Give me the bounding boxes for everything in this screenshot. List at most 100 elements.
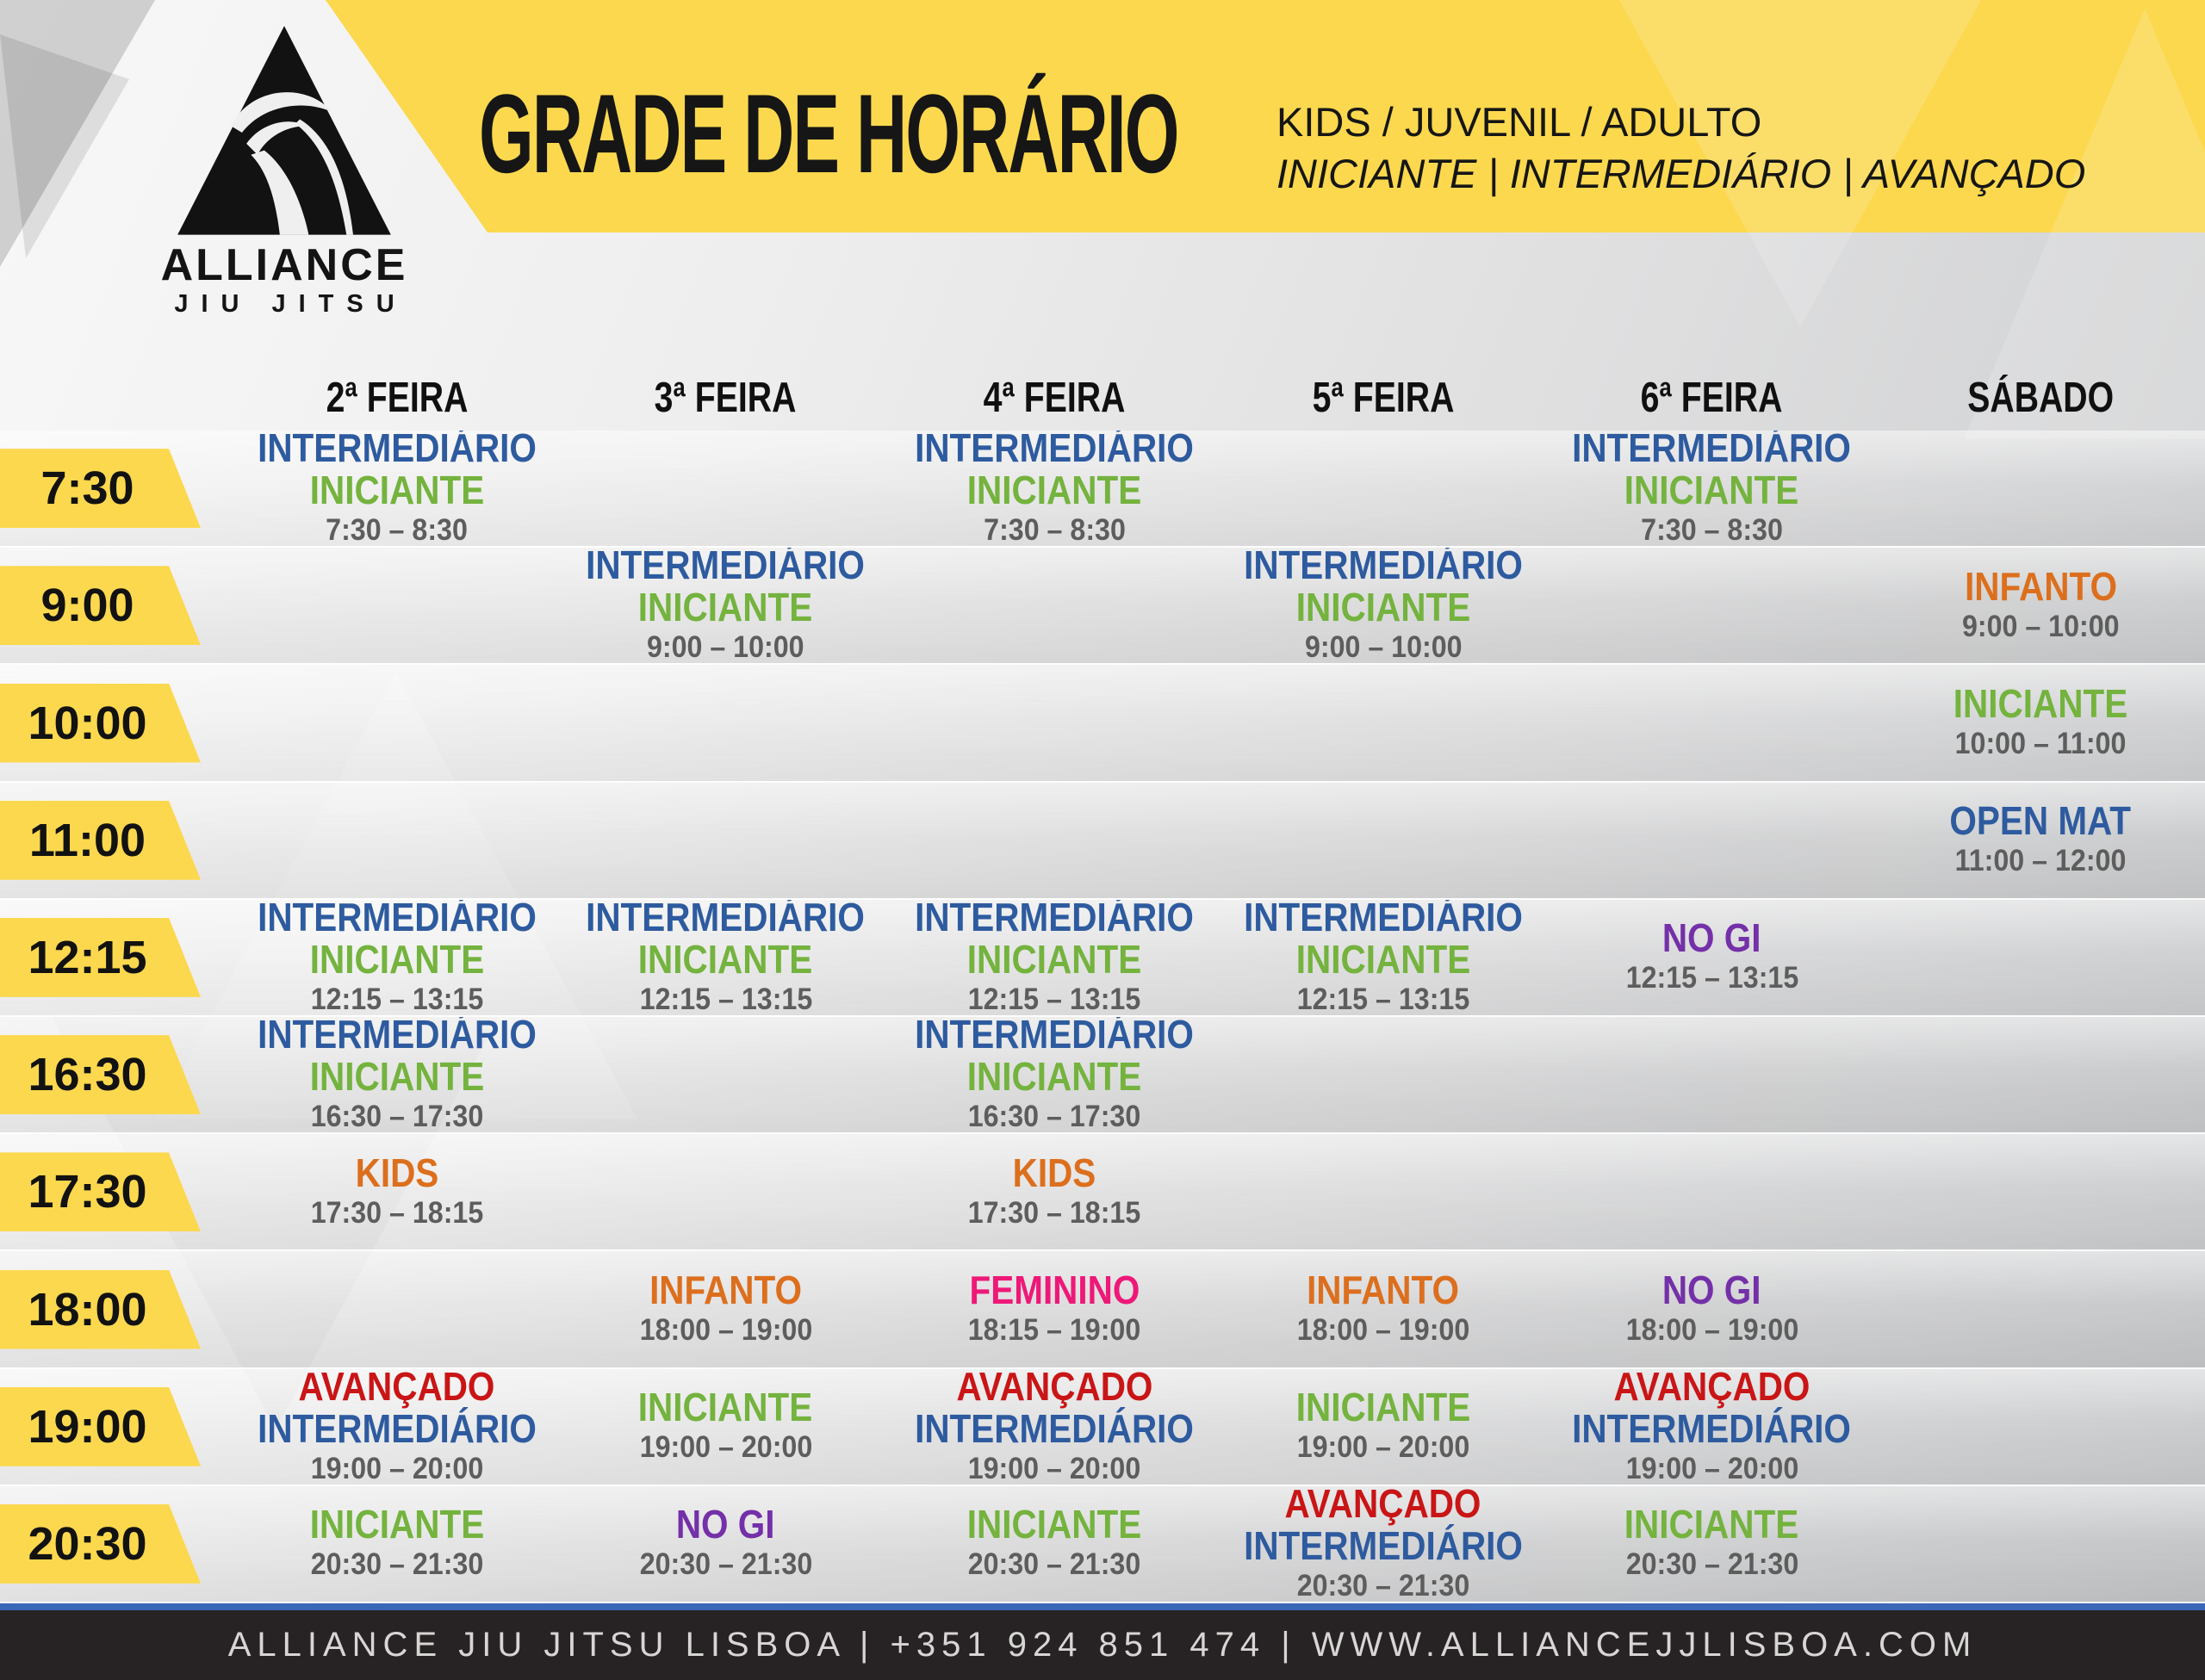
class-time-label: 12:15 – 13:15 [639,982,812,1016]
class-level-label: INFANTO [649,1268,802,1313]
footer-contact-text: ALLIANCE JIU JITSU LISBOA | +351 924 851… [227,1626,1978,1664]
schedule-cell: NO GI 12:15 – 13:15 [1548,900,1877,1015]
class-time-label: 16:30 – 17:30 [967,1100,1141,1133]
class-level-label: KIDS [1012,1150,1096,1195]
class-level-label: NO GI [1662,915,1761,961]
class-time-label: 20:30 – 21:30 [639,1547,812,1582]
class-level-label: INICIANTE [309,1502,485,1547]
class-level-label: INTERMEDIÁRIO [1243,899,1523,939]
schedule-cell [562,1017,891,1132]
schedule-cell [1876,1251,2205,1367]
schedule-cell: INTERMEDIÁRIO INICIANTE 7:30 – 8:30 [890,431,1219,546]
schedule-cell: INICIANTE 20:30 – 21:30 [233,1486,562,1602]
schedule-cell [562,783,891,898]
schedule-cell: INTERMEDIÁRIO INICIANTE 9:00 – 10:00 [1219,548,1548,663]
schedule-cell [1219,1134,1548,1249]
schedule-cell: INFANTO 9:00 – 10:00 [1876,548,2205,663]
class-level-label: INICIANTE [966,468,1142,513]
class-level-label: INICIANTE [1295,585,1471,630]
class-time-label: 7:30 – 8:30 [1641,513,1783,547]
alliance-triangle-eagle-icon [177,26,391,235]
class-level-label: INICIANTE [309,1054,485,1100]
schedule-cell [562,665,891,780]
schedule-cell [233,783,562,898]
schedule-cell: INTERMEDIÁRIO INICIANTE 16:30 – 17:30 [233,1017,562,1132]
alliance-logo: ALLIANCE JIU JITSU [159,22,409,319]
schedule-cell [1876,1017,2205,1132]
class-level-label: INICIANTE [638,585,813,630]
schedule-row: 16:30 INTERMEDIÁRIO INICIANTE 16:30 – 17:30… [0,1017,2205,1135]
class-level-label: INTERMEDIÁRIO [257,1017,537,1057]
class-level-label: INTERMEDIÁRIO [1243,1522,1523,1568]
class-level-label: INICIANTE [1624,468,1799,513]
schedule-cell [1876,1134,2205,1249]
schedule-cell: FEMININO 18:15 – 19:00 [890,1251,1219,1367]
schedule-cell [1548,548,1877,663]
schedule-cell [1876,1369,2205,1485]
schedule-cell [1548,783,1877,898]
schedule-row: 10:00 INICIANTE 10:00 – 11:00 [0,665,2205,783]
class-time-label: 7:30 – 8:30 [983,513,1126,547]
time-chip: 20:30 [0,1503,201,1584]
class-level-label: INICIANTE [966,936,1142,982]
class-time-label: 20:30 – 21:30 [1296,1568,1470,1603]
class-level-label: INTERMEDIÁRIO [586,548,866,588]
class-level-label: INICIANTE [638,936,813,982]
schedule-row: 19:00 AVANÇADO INTERMEDIÁRIO 19:00 – 20:00 I… [0,1368,2205,1486]
schedule-row: 12:15 INTERMEDIÁRIO INICIANTE 12:15 – 13:15… [0,899,2205,1018]
schedule-cell [1548,1134,1877,1249]
day-header: 6ª FEIRA [1641,375,1783,421]
page-title: GRADE DE HORÁRIO [479,71,1179,196]
class-level-label: KIDS [355,1150,439,1195]
footer-bar: ALLIANCE JIU JITSU LISBOA | +351 924 851… [0,1610,2205,1680]
class-level-label: INTERMEDIÁRIO [1572,431,1852,471]
class-time-label: 17:30 – 18:15 [967,1195,1141,1230]
schedule-cell: KIDS 17:30 – 18:15 [890,1134,1219,1249]
schedule-cell: INTERMEDIÁRIO INICIANTE 12:15 – 13:15 [1219,900,1548,1015]
day-header: 2ª FEIRA [326,375,469,421]
schedule-cell [562,431,891,546]
class-level-label: INTERMEDIÁRIO [257,1405,537,1451]
schedule-cell: INICIANTE 10:00 – 11:00 [1876,665,2205,780]
class-time-label: 20:30 – 21:30 [310,1547,484,1582]
schedule-cell [1219,431,1548,546]
schedule-cell: AVANÇADO INTERMEDIÁRIO 19:00 – 20:00 [890,1369,1219,1485]
class-time-label: 17:30 – 18:15 [310,1195,484,1230]
time-chip: 9:00 [0,566,201,646]
class-level-label: INFANTO [1964,563,2117,609]
day-header: 5ª FEIRA [1312,375,1455,421]
schedule-row: 11:00 OPEN MAT 11:00 – 12:00 [0,782,2205,900]
schedule-cell [890,783,1219,898]
class-time-label: 18:00 – 19:00 [1296,1313,1470,1348]
time-chip: 12:15 [0,917,201,997]
day-header-row: 2ª FEIRA 3ª FEIRA 4ª FEIRA 5ª FEIRA 6ª FEIRA… [233,365,2205,431]
time-chip: 11:00 [0,800,201,880]
class-level-label: AVANÇADO [1613,1368,1811,1409]
schedule-cell: INTERMEDIÁRIO INICIANTE 12:15 – 13:15 [562,900,891,1015]
schedule-row: 9:00 INTERMEDIÁRIO INICIANTE 9:00 – 10:00 IN… [0,548,2205,666]
schedule-cell: AVANÇADO INTERMEDIÁRIO 19:00 – 20:00 [1548,1369,1877,1485]
schedule-cell [1219,1017,1548,1132]
class-time-label: 9:00 – 10:00 [647,630,804,664]
footer-accent-rule [0,1603,2205,1610]
class-level-label: INTERMEDIÁRIO [915,1405,1195,1451]
class-time-label: 18:00 – 19:00 [1625,1313,1798,1348]
class-level-label: OPEN MAT [1949,798,2132,844]
schedule-cell [1548,665,1877,780]
class-time-label: 20:30 – 21:30 [1625,1547,1798,1582]
class-level-label: INICIANTE [1953,681,2128,726]
class-level-label: INTERMEDIÁRIO [915,899,1195,939]
class-time-label: 7:30 – 8:30 [326,513,469,547]
schedule-cell: INICIANTE 20:30 – 21:30 [1548,1486,1877,1602]
class-level-label: INTERMEDIÁRIO [257,431,537,471]
class-time-label: 19:00 – 20:00 [1625,1451,1798,1485]
class-level-label: NO GI [676,1502,775,1547]
schedule-cell [1548,1017,1877,1132]
day-header: 4ª FEIRA [983,375,1126,421]
time-chip: 7:30 [0,449,201,529]
schedule-cell: INTERMEDIÁRIO INICIANTE 12:15 – 13:15 [890,900,1219,1015]
schedule-cell [890,548,1219,663]
schedule-cell [890,665,1219,780]
time-chip: 18:00 [0,1269,201,1349]
class-time-label: 12:15 – 13:15 [1625,961,1798,995]
